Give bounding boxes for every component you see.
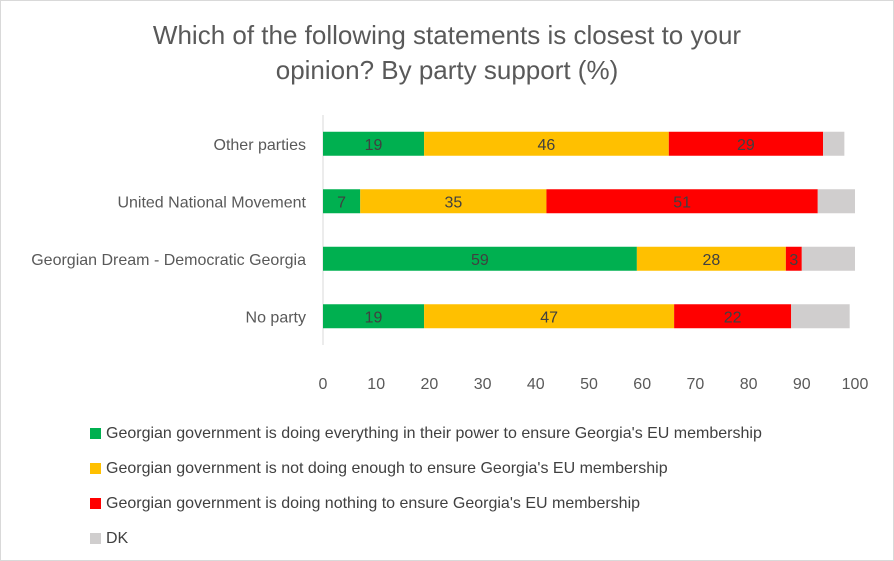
category-label: United National Movement <box>117 194 306 211</box>
legend-swatch <box>90 428 101 439</box>
bar-segment <box>636 246 786 271</box>
x-tick-label: 80 <box>740 376 758 393</box>
x-tick-label: 70 <box>687 376 705 393</box>
bar-segment <box>668 131 824 156</box>
legend-label: Georgian government is doing everything … <box>106 424 762 442</box>
data-label: 59 <box>471 252 489 269</box>
legend-swatch <box>90 498 101 509</box>
data-label: 19 <box>365 309 383 326</box>
data-label: 28 <box>702 252 720 269</box>
chart-title-text: Which of the following statements is clo… <box>0 18 894 88</box>
bar-segment <box>323 131 425 156</box>
legend-label: Georgian government is not doing enough … <box>106 459 668 477</box>
x-tick-label: 100 <box>842 376 869 393</box>
bar-segment <box>424 304 675 329</box>
legend-label: DK <box>106 529 129 547</box>
category-label: Other parties <box>214 137 306 154</box>
category-label: No party <box>246 309 306 326</box>
legend-swatch <box>90 463 101 474</box>
chart-title-line: Which of the following statements is clo… <box>152 20 742 50</box>
x-tick-label: 90 <box>793 376 811 393</box>
x-tick-label: 50 <box>580 376 598 393</box>
data-label: 47 <box>540 309 558 326</box>
bar-segment <box>823 131 845 156</box>
bar-segment <box>424 131 669 156</box>
bar-segment <box>674 304 792 329</box>
chart-title-line: opinion? By party support (%) <box>275 55 619 85</box>
legend-item: Georgian government is doing nothing to … <box>90 486 762 521</box>
bar-segment <box>546 189 818 214</box>
legend-item: Georgian government is doing everything … <box>90 416 762 451</box>
bar-segment <box>323 246 637 271</box>
data-label: 29 <box>737 137 755 154</box>
bar-segment <box>817 189 855 214</box>
legend-item: Georgian government is not doing enough … <box>90 451 762 486</box>
x-tick-label: 20 <box>421 376 439 393</box>
x-tick-label: 0 <box>319 376 328 393</box>
bar-segment <box>791 304 850 329</box>
bar-segment <box>785 246 802 271</box>
x-tick-label: 30 <box>474 376 492 393</box>
legend-swatch <box>90 533 101 544</box>
chart-legend: Georgian government is doing everything … <box>90 416 762 556</box>
x-tick-label: 60 <box>633 376 651 393</box>
data-label: 19 <box>365 137 383 154</box>
category-label: Georgian Dream - Democratic Georgia <box>31 252 306 269</box>
data-label: 22 <box>724 309 742 326</box>
data-label: 7 <box>337 194 346 211</box>
legend-item: DK <box>90 521 762 556</box>
x-tick-label: 10 <box>367 376 385 393</box>
x-tick-label: 40 <box>527 376 545 393</box>
bar-segment <box>360 189 547 214</box>
bar-segment <box>801 246 855 271</box>
bar-segment <box>323 189 361 214</box>
legend-label: Georgian government is doing nothing to … <box>106 494 641 512</box>
chart-title: Which of the following statements is clo… <box>0 18 894 88</box>
data-label: 3 <box>789 252 798 269</box>
data-label: 46 <box>538 137 556 154</box>
data-label: 35 <box>444 194 462 211</box>
bar-segment <box>323 304 425 329</box>
data-label: 51 <box>673 194 691 211</box>
